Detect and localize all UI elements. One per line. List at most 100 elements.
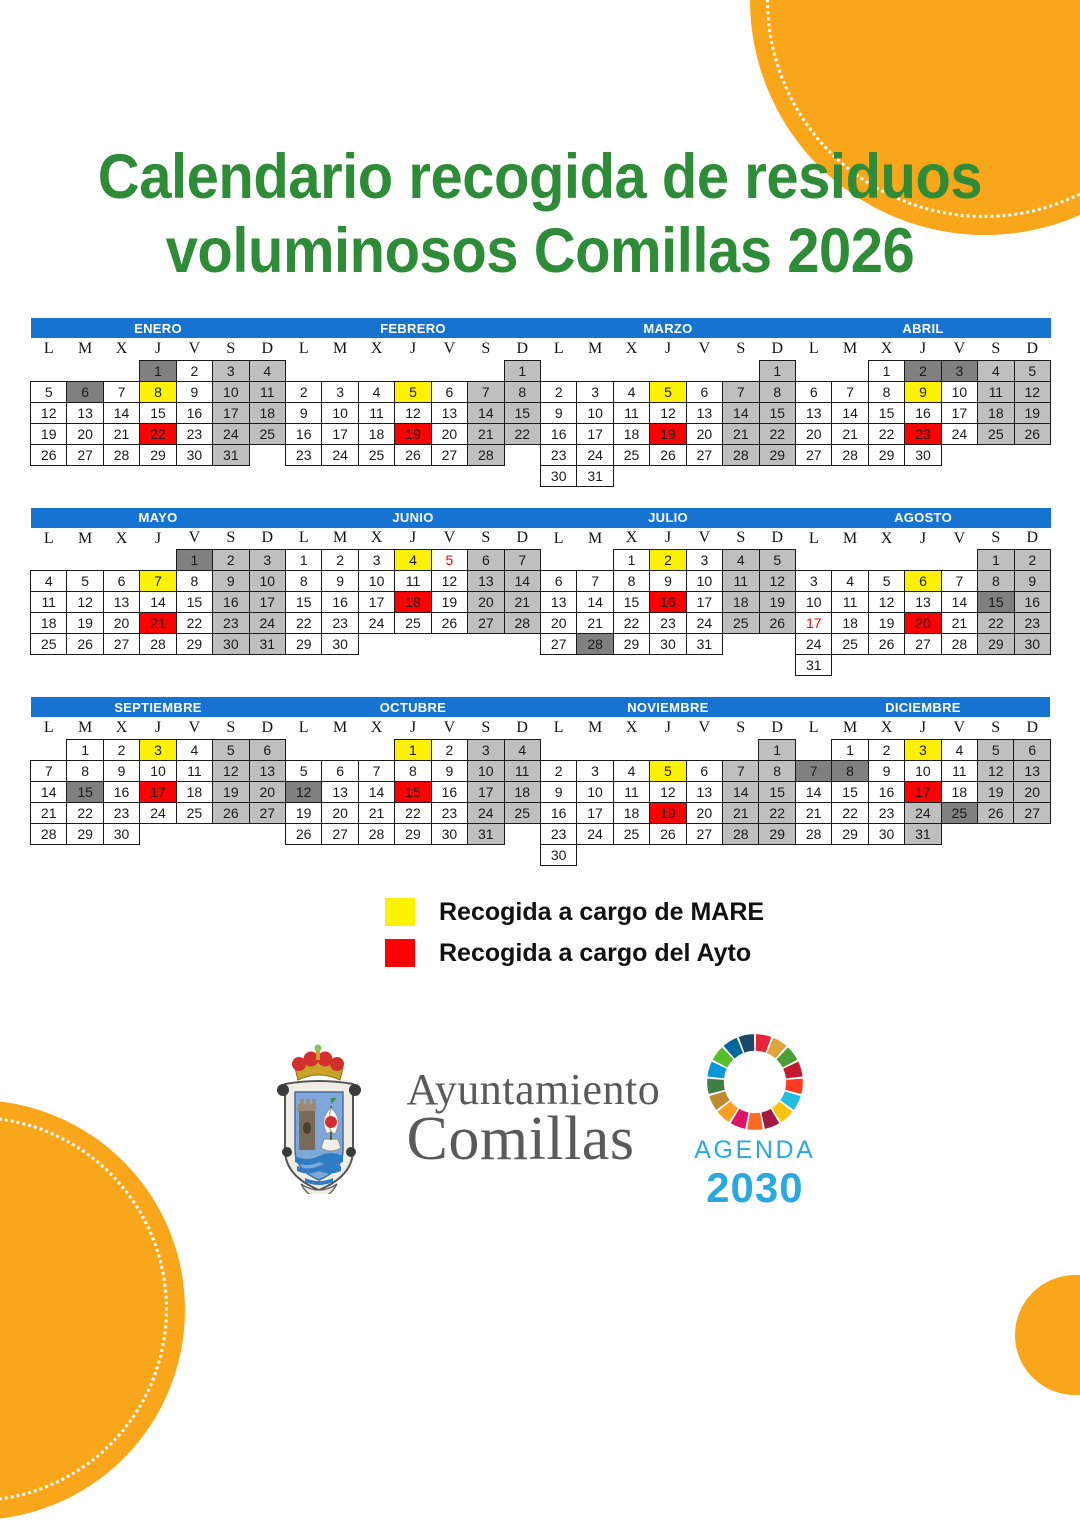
day-cell[interactable]: 9	[1013, 570, 1052, 592]
day-cell[interactable]: 28	[139, 633, 177, 655]
day-cell[interactable]: 16	[1013, 591, 1052, 613]
day-cell[interactable]: 4	[612, 380, 651, 403]
day-cell[interactable]: 23	[649, 612, 687, 634]
day-cell[interactable]: 15	[394, 780, 432, 803]
day-cell[interactable]: 12	[29, 401, 68, 424]
day-cell[interactable]: 6	[248, 738, 286, 761]
day-cell[interactable]: 23	[284, 443, 323, 466]
day-cell[interactable]: 19	[867, 612, 906, 634]
day-cell[interactable]: 11	[394, 570, 432, 592]
day-cell[interactable]: 10	[685, 570, 724, 592]
day-cell[interactable]: 26	[758, 612, 797, 634]
day-cell[interactable]: 4	[940, 738, 979, 761]
day-cell[interactable]: 2	[1013, 549, 1052, 571]
day-cell[interactable]: 9	[102, 759, 141, 782]
day-cell[interactable]: 8	[66, 759, 104, 782]
day-cell[interactable]: 5	[212, 738, 250, 761]
day-cell[interactable]: 13	[685, 401, 724, 424]
day-cell[interactable]: 9	[649, 570, 687, 592]
day-cell[interactable]: 4	[357, 380, 396, 403]
day-cell[interactable]: 10	[904, 759, 942, 782]
day-cell[interactable]: 4	[248, 359, 287, 382]
day-cell[interactable]: 6	[321, 759, 359, 782]
day-cell[interactable]: 31	[685, 633, 724, 655]
day-cell[interactable]: 17	[795, 612, 833, 634]
day-cell[interactable]: 13	[795, 401, 833, 424]
day-cell[interactable]: 4	[175, 738, 214, 761]
day-cell[interactable]: 13	[248, 759, 286, 782]
day-cell[interactable]: 18	[940, 780, 979, 803]
day-cell[interactable]: 14	[102, 401, 141, 424]
day-cell[interactable]: 24	[357, 612, 396, 634]
day-cell[interactable]: 12	[212, 759, 250, 782]
day-cell[interactable]: 27	[539, 633, 578, 655]
day-cell[interactable]: 2	[102, 738, 141, 761]
day-cell[interactable]: 21	[29, 801, 68, 824]
day-cell[interactable]: 8	[285, 570, 323, 592]
day-cell[interactable]: 2	[904, 359, 942, 382]
day-cell[interactable]: 18	[394, 591, 432, 613]
day-cell[interactable]: 30	[539, 464, 578, 487]
day-cell[interactable]: 28	[831, 443, 869, 466]
day-cell[interactable]: 23	[1013, 612, 1052, 634]
day-cell[interactable]: 23	[904, 422, 942, 445]
day-cell[interactable]: 22	[612, 612, 651, 634]
day-cell[interactable]: 16	[539, 801, 578, 824]
day-cell[interactable]: 3	[467, 738, 505, 761]
day-cell[interactable]: 8	[977, 570, 1015, 592]
day-cell[interactable]: 21	[794, 801, 833, 824]
day-cell[interactable]: 31	[576, 464, 614, 487]
day-cell[interactable]: 15	[612, 591, 651, 613]
day-cell[interactable]: 16	[539, 422, 578, 445]
day-cell[interactable]: 17	[576, 801, 614, 824]
day-cell[interactable]: 25	[503, 801, 541, 824]
day-cell[interactable]: 25	[29, 633, 68, 655]
day-cell[interactable]: 15	[831, 780, 869, 803]
day-cell[interactable]: 12	[649, 780, 687, 803]
day-cell[interactable]: 30	[1013, 633, 1052, 655]
day-cell[interactable]: 3	[321, 380, 359, 403]
day-cell[interactable]: 31	[904, 822, 942, 845]
day-cell[interactable]: 26	[430, 612, 469, 634]
day-cell[interactable]: 30	[430, 822, 469, 845]
day-cell[interactable]: 7	[29, 759, 68, 782]
day-cell[interactable]: 5	[649, 759, 687, 782]
day-cell[interactable]: 14	[139, 591, 177, 613]
day-cell[interactable]: 11	[29, 591, 68, 613]
day-cell[interactable]: 11	[612, 401, 651, 424]
day-cell[interactable]: 11	[612, 780, 651, 803]
day-cell[interactable]: 2	[284, 380, 323, 403]
day-cell[interactable]: 30	[175, 443, 214, 466]
day-cell[interactable]: 24	[940, 422, 979, 445]
day-cell[interactable]: 15	[139, 401, 177, 424]
day-cell[interactable]: 15	[867, 401, 906, 424]
day-cell[interactable]: 10	[212, 380, 250, 403]
day-cell[interactable]: 18	[977, 401, 1015, 424]
day-cell[interactable]: 22	[758, 422, 797, 445]
day-cell[interactable]: 21	[576, 612, 614, 634]
day-cell[interactable]: 15	[285, 591, 323, 613]
day-cell[interactable]: 22	[831, 801, 869, 824]
day-cell[interactable]: 27	[321, 822, 359, 845]
day-cell[interactable]: 19	[430, 591, 469, 613]
day-cell[interactable]: 16	[212, 591, 250, 613]
day-cell[interactable]: 19	[977, 780, 1015, 803]
day-cell[interactable]: 17	[685, 591, 724, 613]
day-cell[interactable]: 19	[212, 780, 250, 803]
day-cell[interactable]: 3	[139, 738, 177, 761]
day-cell[interactable]: 10	[139, 759, 177, 782]
day-cell[interactable]: 20	[904, 612, 942, 634]
day-cell[interactable]: 29	[139, 443, 177, 466]
day-cell[interactable]: 14	[794, 780, 833, 803]
day-cell[interactable]: 1	[139, 359, 177, 382]
day-cell[interactable]: 3	[576, 759, 614, 782]
day-cell[interactable]: 6	[539, 570, 578, 592]
day-cell[interactable]: 26	[649, 822, 687, 845]
day-cell[interactable]: 12	[649, 401, 687, 424]
day-cell[interactable]: 1	[758, 359, 797, 382]
day-cell[interactable]: 1	[394, 738, 432, 761]
day-cell[interactable]: 14	[940, 591, 979, 613]
day-cell[interactable]: 19	[29, 422, 68, 445]
day-cell[interactable]: 3	[212, 359, 250, 382]
day-cell[interactable]: 6	[904, 570, 942, 592]
